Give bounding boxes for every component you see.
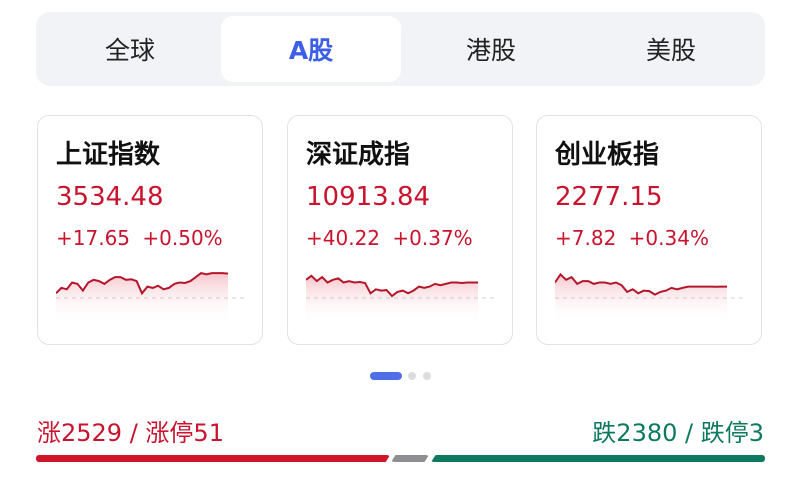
change-percent: +0.50% (142, 226, 223, 250)
index-change: +17.65 +0.50% (56, 226, 223, 250)
change-percent: +0.37% (392, 226, 473, 250)
index-price: 10913.84 (306, 182, 431, 212)
page-dot[interactable] (423, 372, 431, 380)
advancers-stat: 涨2529 / 涨停51 (37, 419, 224, 447)
tab-global[interactable]: 全球 (104, 36, 155, 65)
change-value: +17.65 (56, 226, 131, 250)
index-card-szse[interactable]: 深证成指 10913.84 +40.22 +0.37% (287, 115, 513, 345)
index-name: 创业板指 (555, 140, 660, 170)
sparkline-area (306, 275, 478, 324)
index-change: +7.82 +0.34% (555, 226, 709, 250)
sparkline-line (306, 274, 478, 298)
change-value: +7.82 (555, 226, 617, 250)
tab-us[interactable]: 美股 (645, 36, 696, 65)
sparkline (56, 272, 248, 324)
sparkline-line (56, 272, 229, 296)
index-card-sse[interactable]: 上证指数 3534.48 +17.65 +0.50% (37, 115, 263, 345)
market-tabs: 全球 A股 港股 美股 (36, 12, 765, 86)
page-dot-active[interactable] (370, 372, 402, 380)
sparkline-area (56, 273, 228, 324)
advancers-bar (36, 455, 390, 462)
tab-a-shares[interactable]: A股 (221, 16, 401, 82)
index-name: 上证指数 (56, 140, 161, 170)
change-value: +40.22 (306, 226, 381, 250)
index-name: 深证成指 (306, 140, 411, 170)
decliners-stat: 跌2380 / 跌停3 (592, 419, 764, 447)
index-price: 2277.15 (555, 182, 663, 212)
change-percent: +0.34% (628, 226, 709, 250)
sparkline-line (555, 272, 727, 296)
sparkline (306, 274, 498, 324)
page-dot[interactable] (408, 372, 416, 380)
index-price: 3534.48 (56, 182, 164, 212)
sparkline (555, 272, 747, 324)
sparkline-area (555, 274, 727, 324)
index-change: +40.22 +0.37% (306, 226, 473, 250)
tab-hk[interactable]: 港股 (465, 36, 516, 65)
index-card-chinext[interactable]: 创业板指 2277.15 +7.82 +0.34% (536, 115, 762, 345)
flat-bar (391, 455, 429, 462)
decliners-bar (431, 455, 765, 462)
